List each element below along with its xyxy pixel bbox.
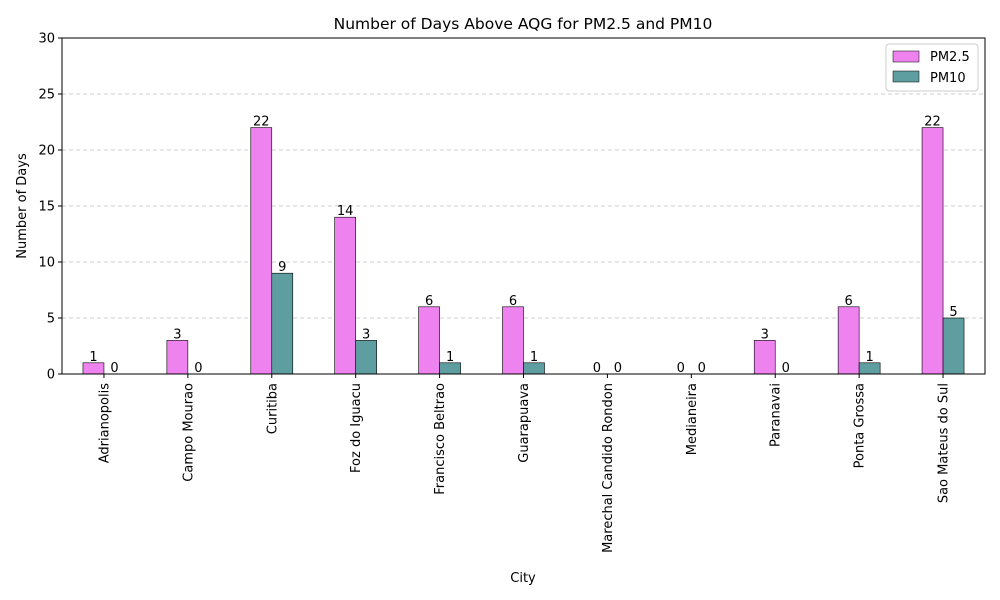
bars	[82, 127, 965, 375]
legend-label-pm25: PM2.5	[930, 50, 970, 65]
y-tick-label: 25	[38, 88, 55, 103]
bar-pm10	[271, 272, 294, 375]
y-tick-label: 10	[38, 256, 55, 271]
bar-pm25	[418, 306, 440, 375]
x-tick-label: Marechal Candido Rondon	[601, 383, 616, 553]
y-tick-label: 20	[38, 144, 55, 159]
legend: PM2.5 PM10	[885, 43, 979, 92]
y-tick-label: 5	[47, 312, 55, 327]
bar-pm25	[921, 127, 944, 375]
bar-value-label: 3	[761, 327, 769, 342]
bar-value-label: 6	[425, 294, 433, 309]
bar-value-label: 14	[337, 204, 354, 219]
x-tick-label: Medianeira	[685, 383, 700, 455]
legend-label-pm10: PM10	[930, 71, 966, 86]
bar-value-label: 0	[194, 361, 202, 376]
bar-value-label: 1	[530, 350, 538, 365]
legend-swatch-pm10	[892, 70, 920, 83]
bar-value-label: 1	[89, 350, 97, 365]
bar-value-label: 0	[614, 361, 622, 376]
bar-value-label: 3	[173, 327, 181, 342]
x-tick-label: Foz do Iguacu	[349, 383, 364, 473]
x-tick-label: Adrianopolis	[97, 383, 112, 463]
bar-pm25	[837, 306, 860, 375]
x-tick-label: Guarapuava	[517, 383, 532, 463]
bar-value-label: 6	[509, 294, 517, 309]
y-tick-label: 15	[38, 200, 55, 215]
bar-value-label: 22	[924, 115, 941, 130]
x-axis: Adrianopolis Campo Mourao Curitiba Foz do I…	[97, 374, 952, 553]
y-axis-title: Number of Days	[15, 153, 30, 259]
grid-lines	[62, 93, 985, 319]
x-tick-label: Campo Mourao	[181, 383, 196, 482]
bar-pm10	[942, 317, 965, 375]
bar-value-label: 0	[110, 361, 118, 376]
bar-value-label: 1	[446, 350, 454, 365]
x-axis-title: City	[510, 571, 536, 586]
x-tick-label: Sao Mateus do Sul	[937, 383, 952, 503]
bar-value-label: 22	[253, 115, 270, 130]
y-axis: 0 5 10 15 20 25 30	[38, 32, 62, 383]
bar-pm10	[355, 340, 377, 375]
bar-pm25	[166, 340, 189, 375]
bar-value-label: 9	[278, 260, 286, 275]
bar-value-label: 0	[698, 361, 706, 376]
y-tick-label: 30	[38, 32, 55, 47]
bar-pm25	[334, 216, 356, 375]
x-tick-label: Curitiba	[265, 383, 280, 434]
bar-value-label: 5	[949, 305, 957, 320]
bar-pm25	[502, 306, 524, 375]
x-tick-label: Francisco Beltrao	[433, 383, 448, 495]
x-tick-label: Paranavai	[769, 383, 784, 447]
bar-pm25	[753, 340, 776, 375]
bar-value-label: 0	[593, 361, 601, 376]
bar-value-label: 0	[677, 361, 685, 376]
bar-pm25	[250, 127, 273, 375]
bar-value-label: 3	[362, 327, 370, 342]
x-tick-label: Ponta Grossa	[853, 383, 868, 468]
bar-value-label: 1	[865, 350, 873, 365]
bar-value-label: 6	[844, 294, 852, 309]
chart-title: Number of Days Above AQG for PM2.5 and P…	[334, 15, 713, 33]
y-tick-label: 0	[47, 368, 55, 383]
legend-swatch-pm25	[892, 50, 920, 63]
bar-value-label: 0	[782, 361, 790, 376]
